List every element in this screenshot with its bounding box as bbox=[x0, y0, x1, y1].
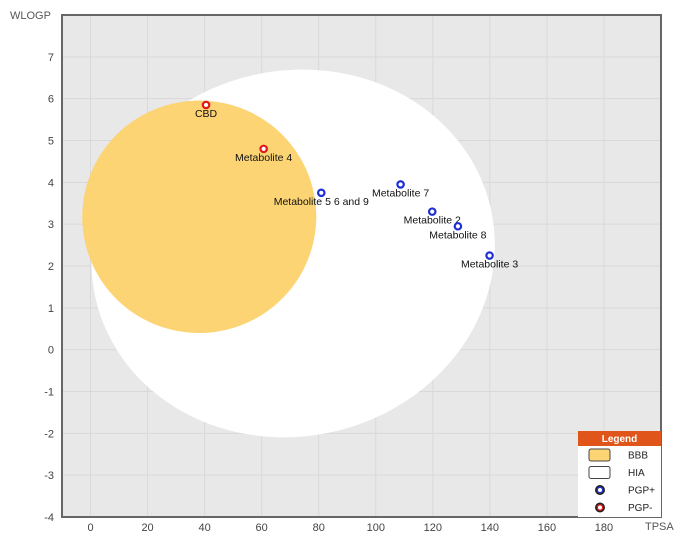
x-axis-title: TPSA bbox=[645, 521, 674, 533]
point-label: Metabolite 8 bbox=[429, 229, 486, 241]
legend-item-label: HIA bbox=[628, 468, 645, 479]
bbb-region bbox=[82, 100, 317, 334]
point-label: Metabolite 4 bbox=[235, 152, 292, 164]
data-point bbox=[485, 251, 494, 260]
x-tick-label: 160 bbox=[538, 522, 556, 534]
point-label: Metabolite 3 bbox=[461, 259, 518, 271]
y-tick-label: 1 bbox=[48, 303, 54, 315]
data-point bbox=[453, 221, 463, 231]
regions bbox=[82, 69, 495, 438]
y-tick-label: -3 bbox=[44, 470, 54, 482]
y-tick-label: 5 bbox=[48, 136, 54, 148]
pgp-minus-marker-inner bbox=[596, 504, 604, 511]
legend-item-label: PGP+ bbox=[628, 486, 655, 497]
pgp-plus-marker-inner bbox=[596, 486, 604, 494]
point-label: Metabolite 7 bbox=[372, 187, 429, 199]
data-point bbox=[396, 180, 405, 189]
data-point bbox=[259, 144, 268, 154]
x-tick-label: 40 bbox=[198, 522, 210, 534]
x-tick-label: 60 bbox=[256, 522, 268, 534]
bbb-swatch bbox=[588, 448, 611, 462]
axis-ticks: 0 20 40 60 80 100 120 140 160 180 -4 -3 -2 -1 0 1 2 3 4 5 6 7 bbox=[44, 52, 613, 534]
y-tick-label: -1 bbox=[44, 387, 54, 399]
legend-title: Legend bbox=[602, 434, 638, 445]
x-tick-label: 0 bbox=[87, 522, 93, 534]
legend-item-label: BBB bbox=[628, 451, 648, 462]
y-tick-label: 6 bbox=[48, 94, 54, 106]
y-tick-label: 2 bbox=[48, 261, 54, 273]
point-label: CBD bbox=[195, 108, 218, 120]
point-label: Metabolite 5 6 and 9 bbox=[274, 196, 369, 208]
x-tick-label: 140 bbox=[481, 522, 499, 534]
y-tick-label: 7 bbox=[48, 52, 54, 64]
y-tick-label: 0 bbox=[48, 345, 54, 357]
legend-item-label: PGP- bbox=[628, 503, 652, 514]
plot-border bbox=[61, 14, 662, 518]
point-label: Metabolite 2 bbox=[404, 215, 461, 227]
x-tick-label: 100 bbox=[367, 522, 385, 534]
legend: Legend BBB HIA PGP+ PGP- bbox=[578, 431, 661, 517]
x-tick-label: 120 bbox=[424, 522, 442, 534]
y-tick-label: -4 bbox=[44, 512, 54, 524]
y-tick-label: 4 bbox=[48, 177, 54, 189]
legend-header bbox=[578, 431, 661, 446]
x-tick-label: 20 bbox=[141, 522, 153, 534]
data-point bbox=[427, 207, 437, 216]
x-tick-label: 80 bbox=[313, 522, 325, 534]
y-axis-title: WLOGP bbox=[10, 10, 51, 22]
y-tick-label: -2 bbox=[44, 428, 54, 440]
x-tick-label: 180 bbox=[595, 522, 613, 534]
y-tick-label: 3 bbox=[48, 219, 54, 231]
data-point bbox=[316, 188, 326, 198]
data-point bbox=[201, 100, 211, 110]
hia-swatch bbox=[588, 466, 611, 479]
